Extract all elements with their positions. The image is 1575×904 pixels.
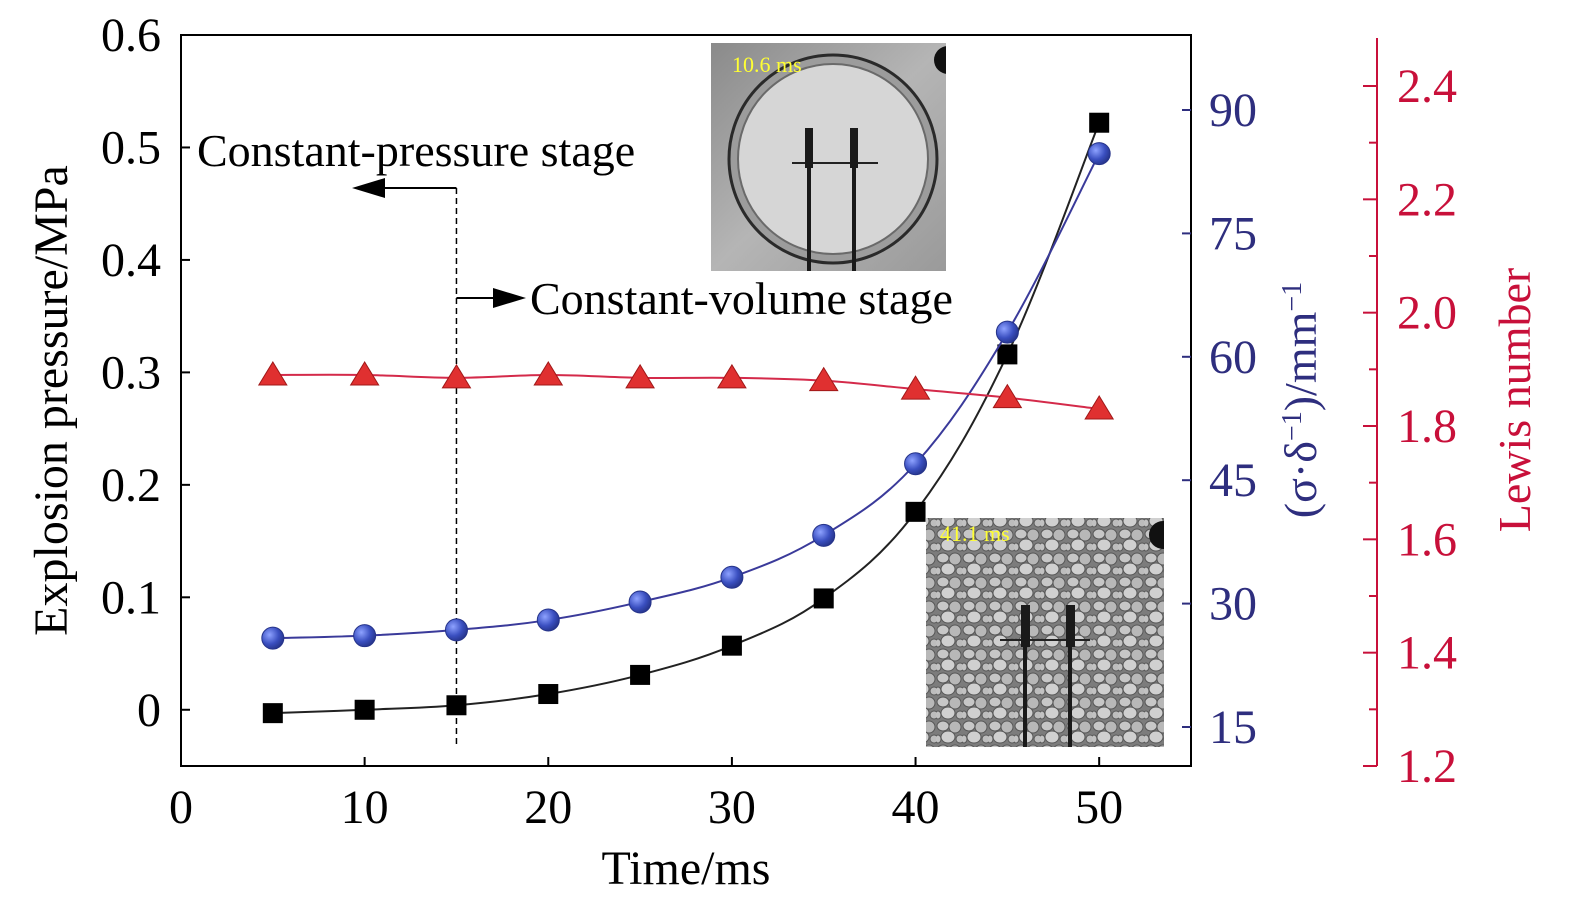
data-point-circle bbox=[628, 590, 652, 614]
data-point-circle bbox=[353, 624, 377, 648]
y-left-tick-label: 0.3 bbox=[101, 346, 161, 399]
x-axis-label: Time/ms bbox=[602, 842, 771, 895]
inset-late-bg bbox=[926, 518, 1164, 747]
inset-image-early bbox=[711, 43, 946, 271]
data-point-circle bbox=[720, 565, 744, 589]
y-right1-tick-label: 90 bbox=[1209, 84, 1257, 137]
series-line-triangle bbox=[272, 373, 1100, 410]
y-left-tick-label: 0.4 bbox=[101, 234, 161, 287]
inset-early-electrode-right bbox=[850, 128, 858, 168]
inset-late-corner bbox=[1149, 521, 1164, 549]
data-point-circle bbox=[261, 626, 285, 650]
data-point-square bbox=[630, 664, 651, 685]
x-tick-label: 30 bbox=[708, 781, 756, 834]
cp-stage-label: Constant-pressure stage bbox=[197, 125, 635, 176]
y-right2-tick-label: 1.2 bbox=[1397, 740, 1457, 793]
inset-early-label: 10.6 ms bbox=[732, 52, 802, 77]
y-left-tick-label: 0.6 bbox=[101, 9, 161, 62]
y-right1-tick-label: 75 bbox=[1209, 207, 1257, 260]
data-point-circle bbox=[1087, 142, 1111, 166]
data-point-square bbox=[1089, 112, 1110, 133]
data-point-triangle bbox=[1084, 395, 1115, 420]
data-point-circle bbox=[995, 320, 1019, 344]
y-left-axis-label: Explosion pressure/MPa bbox=[25, 165, 78, 636]
data-point-circle bbox=[904, 452, 928, 476]
data-point-triangle bbox=[625, 363, 655, 389]
y-right2-tick-label: 1.8 bbox=[1397, 400, 1457, 453]
data-point-triangle bbox=[441, 363, 472, 389]
data-point-square bbox=[905, 501, 926, 522]
x-tick-label: 20 bbox=[524, 781, 572, 834]
plot-frame bbox=[180, 34, 1192, 767]
x-tick-label: 50 bbox=[1075, 781, 1123, 834]
cv-stage-label: Constant-volume stage bbox=[530, 273, 953, 324]
data-point-triangle bbox=[257, 361, 288, 386]
y-right1-tick-label: 45 bbox=[1209, 454, 1257, 507]
inset-late-electrode-left bbox=[1021, 605, 1030, 647]
inset-early-flame bbox=[737, 63, 929, 255]
y-left-tick-label: 0 bbox=[137, 684, 161, 737]
data-point-triangle bbox=[808, 366, 839, 392]
data-point-square bbox=[446, 695, 467, 716]
y-right2-tick-label: 2.2 bbox=[1397, 173, 1457, 226]
data-point-triangle bbox=[992, 383, 1023, 409]
data-point-square bbox=[354, 699, 375, 720]
y-right2-tick-label: 1.6 bbox=[1397, 513, 1457, 566]
x-tick-label: 10 bbox=[341, 781, 389, 834]
inset-image-late bbox=[926, 518, 1164, 747]
y-right1-tick-label: 15 bbox=[1209, 701, 1257, 754]
y-right1-axis-label: (σ·δ−1)/mm−1 bbox=[1275, 282, 1326, 518]
data-point-triangle bbox=[533, 361, 564, 386]
data-point-square bbox=[997, 344, 1018, 365]
cp-arrow-head bbox=[352, 178, 385, 198]
y-left-tick-label: 0.5 bbox=[101, 121, 161, 174]
inset-early-corner bbox=[934, 46, 946, 74]
data-point-square bbox=[538, 684, 559, 705]
y-right2-tick-label: 2.0 bbox=[1397, 287, 1457, 340]
data-point-triangle bbox=[717, 363, 747, 389]
data-point-square bbox=[813, 588, 834, 609]
data-point-circle bbox=[812, 523, 836, 547]
data-point-triangle bbox=[900, 375, 931, 400]
data-point-circle bbox=[536, 608, 560, 632]
x-tick-label: 40 bbox=[892, 781, 940, 834]
data-point-square bbox=[262, 703, 283, 724]
y-right1-tick-label: 60 bbox=[1209, 331, 1257, 384]
y-right2-tick-label: 1.4 bbox=[1397, 627, 1457, 680]
y-left-tick-label: 0.2 bbox=[101, 459, 161, 512]
y-right1-tick-label: 30 bbox=[1209, 578, 1257, 631]
cv-arrow-head bbox=[493, 288, 526, 308]
data-point-square bbox=[721, 635, 742, 656]
y-right2-axis-label: Lewis number bbox=[1489, 268, 1540, 532]
inset-late-label: 41.1 ms bbox=[940, 521, 1010, 546]
data-point-triangle bbox=[349, 361, 380, 386]
inset-early-electrode-left bbox=[805, 128, 813, 168]
x-tick-label: 0 bbox=[169, 781, 193, 834]
data-point-circle bbox=[444, 618, 468, 642]
inset-late-electrode-right bbox=[1066, 605, 1075, 647]
y-left-tick-label: 0.1 bbox=[101, 571, 161, 624]
y-right2-tick-label: 2.4 bbox=[1397, 60, 1457, 113]
